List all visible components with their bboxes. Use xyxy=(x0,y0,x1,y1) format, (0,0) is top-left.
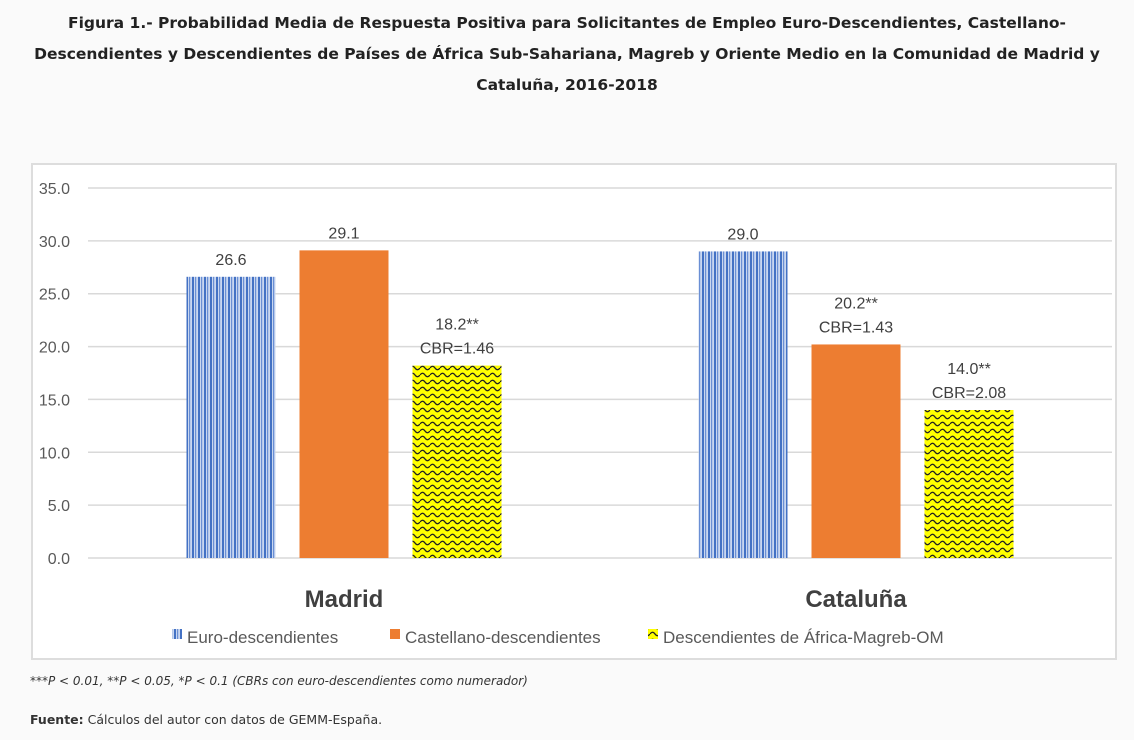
data-label: 26.6 xyxy=(215,252,246,269)
legend-label: Euro-descendientes xyxy=(187,628,338,647)
title-line-1: Figura 1.- Probabilidad Media de Respues… xyxy=(68,14,1066,32)
y-tick-label: 15.0 xyxy=(39,392,70,409)
title-line-2: Descendientes y Descendientes de Países … xyxy=(34,45,1100,63)
data-label: CBR=1.43 xyxy=(819,319,893,336)
y-tick-label: 10.0 xyxy=(39,445,70,462)
y-tick-label: 35.0 xyxy=(39,181,70,198)
category-label: Cataluña xyxy=(805,586,907,613)
data-label: 29.1 xyxy=(328,225,359,242)
bar-3-madrid xyxy=(412,365,502,558)
source-text: Cálculos del autor con datos de GEMM-Esp… xyxy=(83,712,383,727)
legend-label: Descendientes de África-Magreb-OM xyxy=(663,628,944,647)
bar-3-cataluña xyxy=(924,410,1014,558)
y-tick-label: 5.0 xyxy=(48,498,70,515)
title-line-3: Cataluña, 2016-2018 xyxy=(476,76,658,94)
legend-label: Castellano-descendientes xyxy=(405,628,601,647)
data-label: CBR=1.46 xyxy=(420,341,494,358)
y-tick-label: 20.0 xyxy=(39,340,70,357)
y-tick-label: 25.0 xyxy=(39,287,70,304)
legend-swatch xyxy=(390,629,400,639)
data-label: 20.2** xyxy=(834,295,878,312)
data-label: 18.2** xyxy=(435,317,479,334)
source-label: Fuente: xyxy=(30,712,84,727)
bar-1-cataluña xyxy=(698,251,788,558)
bar-2-cataluña xyxy=(811,344,901,558)
y-tick-label: 30.0 xyxy=(39,234,70,251)
data-label: 14.0** xyxy=(947,361,991,378)
bar-2-madrid xyxy=(299,250,389,558)
significance-footnote: ***P < 0.01, **P < 0.05, *P < 0.1 (CBRs … xyxy=(30,674,528,688)
bar-1-madrid xyxy=(186,276,276,558)
source-note: Fuente: Cálculos del autor con datos de … xyxy=(30,712,382,727)
category-label: Madrid xyxy=(305,586,384,613)
data-label: CBR=2.08 xyxy=(932,385,1006,402)
data-label: 29.0 xyxy=(727,226,758,243)
legend-swatch xyxy=(172,629,182,639)
legend-swatch xyxy=(648,629,658,639)
chart-title: Figura 1.- Probabilidad Media de Respues… xyxy=(0,8,1134,101)
y-tick-label: 0.0 xyxy=(48,551,70,568)
